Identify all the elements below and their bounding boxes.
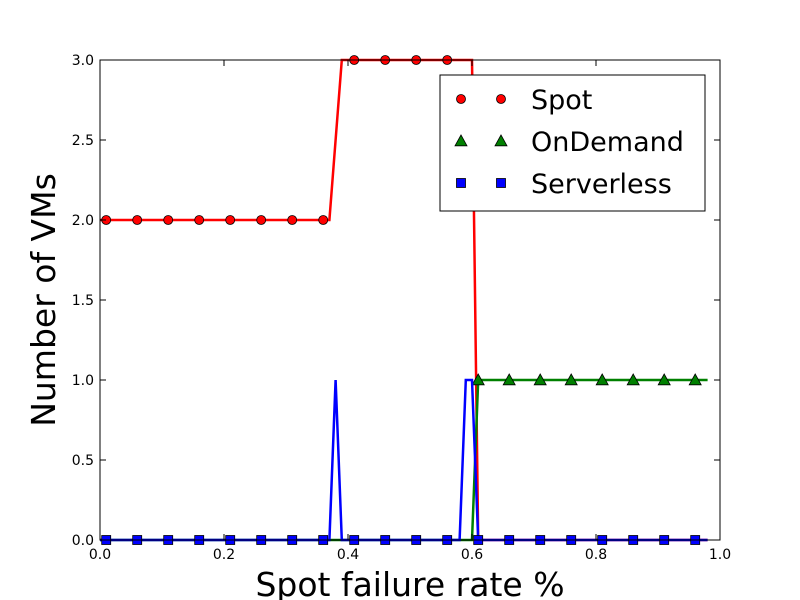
x-tick-label: 0.6 (461, 547, 483, 563)
x-tick-label: 0.0 (89, 547, 111, 563)
x-tick-label: 0.8 (585, 547, 607, 563)
data-point-ondemand (564, 373, 578, 386)
y-tick-label: 3.0 (72, 53, 94, 69)
x-tick-label: 1.0 (709, 547, 731, 563)
x-axis-title: Spot failure rate % (255, 565, 564, 600)
data-point-spot (225, 215, 236, 225)
data-point-spot (287, 215, 298, 225)
data-point-spot (163, 215, 174, 225)
legend-marker-ondemand (494, 134, 508, 147)
data-point-ondemand (688, 373, 702, 386)
legend-label-spot: Spot (531, 85, 592, 116)
legend-marker-spot (496, 94, 506, 104)
data-point-spot (256, 215, 267, 225)
x-tick-label: 0.4 (337, 547, 359, 563)
legend-entry-spot: Spot (456, 85, 592, 116)
y-tick-label: 0.5 (72, 453, 94, 469)
series-line-ondemand (100, 378, 708, 542)
data-point-spot (132, 215, 143, 225)
legend-marker-ondemand (454, 134, 468, 147)
y-tick-label: 1.0 (72, 373, 94, 389)
legend-marker-serverless (496, 178, 506, 188)
y-tick-label: 2.0 (72, 213, 94, 229)
legend: Spot OnDemand Serverless (439, 74, 706, 212)
data-point-spot (318, 215, 329, 225)
data-point-ondemand (595, 373, 609, 386)
ticks-layer: 0.0 0.2 0.4 0.6 0.8 1.0 0.0 0.5 1.0 1.5 2.0 2.5 3.0 (72, 53, 731, 563)
series-ondemand (100, 373, 708, 542)
legend-label-ondemand: OnDemand (531, 127, 684, 158)
y-tick-label: 2.5 (72, 133, 94, 149)
data-point-ondemand (657, 373, 671, 386)
data-point-spot (194, 215, 205, 225)
legend-entry-ondemand: OnDemand (454, 127, 684, 158)
y-tick-label: 0.0 (72, 533, 94, 549)
y-tick-label: 1.5 (72, 293, 94, 309)
legend-entry-serverless: Serverless (456, 169, 672, 200)
series-line-serverless (100, 378, 708, 542)
data-point-ondemand (502, 373, 516, 386)
data-point-ondemand (471, 373, 485, 386)
legend-marker-serverless (456, 178, 466, 188)
series-serverless (100, 378, 708, 545)
legend-box (439, 74, 706, 212)
data-point-ondemand (533, 373, 547, 386)
y-axis-title: Number of VMs (24, 173, 63, 427)
legend-marker-spot (456, 94, 466, 104)
data-point-ondemand (626, 373, 640, 386)
x-tick-label: 0.2 (213, 547, 235, 563)
legend-label-serverless: Serverless (531, 169, 672, 200)
